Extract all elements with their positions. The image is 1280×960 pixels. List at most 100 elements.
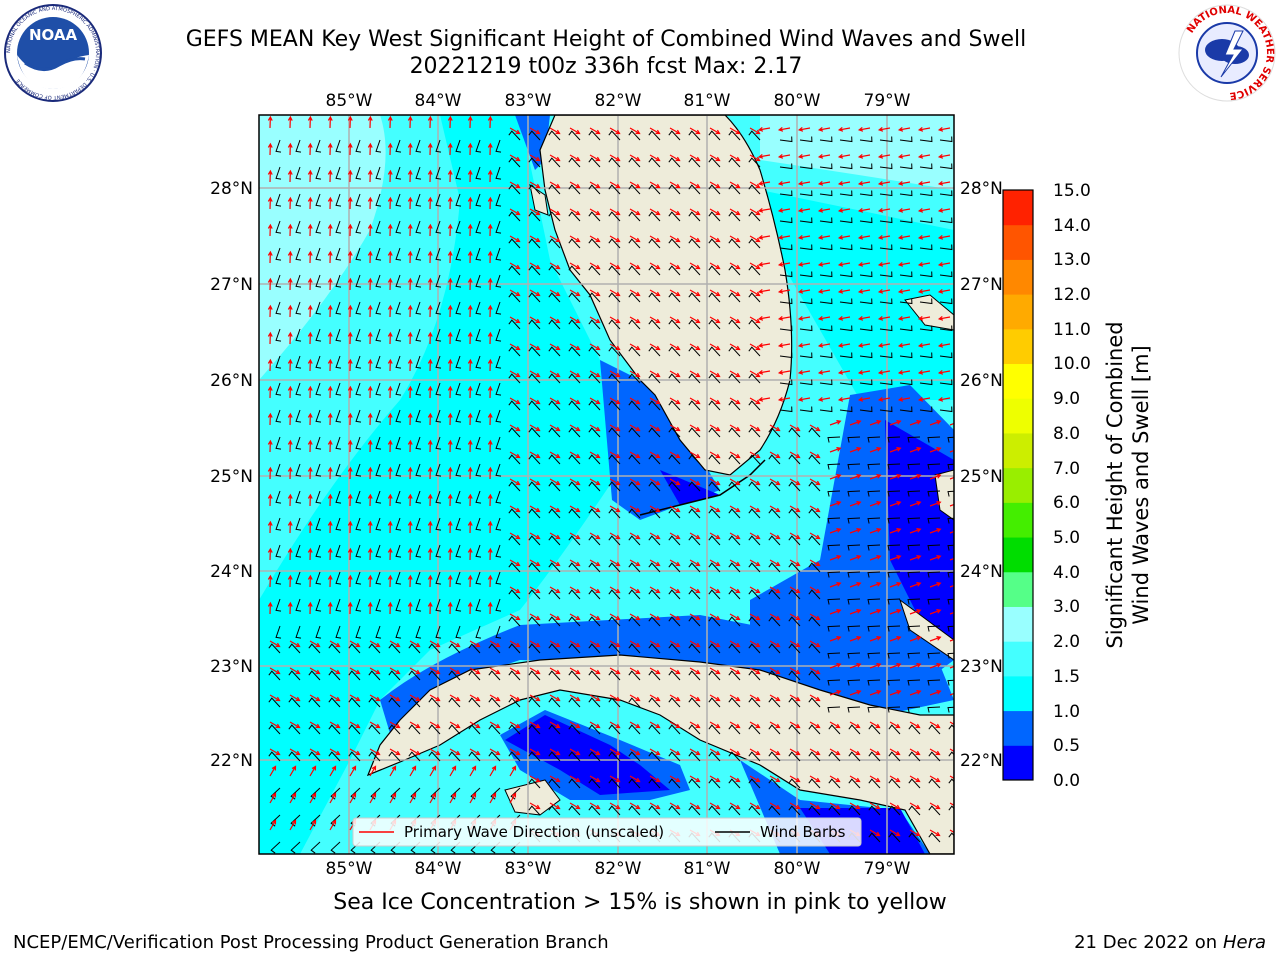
wind-barb	[688, 400, 701, 411]
wind-barb	[868, 832, 881, 843]
wind-barb	[315, 409, 322, 423]
wave-direction-arrow	[387, 304, 393, 318]
wave-direction-arrow	[689, 208, 701, 216]
wind-barb	[395, 301, 402, 315]
wind-barb	[748, 292, 761, 303]
wind-barb	[395, 139, 402, 153]
wind-barb	[788, 778, 801, 789]
wave-direction-arrow	[589, 127, 601, 135]
wave-direction-arrow	[529, 154, 541, 162]
lat-label-left: 27°N	[210, 275, 253, 295]
wave-direction-arrow	[367, 520, 373, 534]
wave-direction-arrow	[709, 235, 721, 243]
wave-direction-arrow	[447, 574, 453, 588]
wind-barb	[648, 400, 661, 411]
wave-direction-arrow	[307, 115, 313, 129]
wave-direction-arrow	[829, 555, 842, 561]
lat-label-right: 24°N	[960, 562, 1003, 582]
wind-barb	[455, 301, 462, 315]
wind-barb	[927, 679, 941, 686]
wind-barb	[887, 652, 901, 659]
lon-label-top: 85°W	[326, 91, 373, 111]
wave-direction-arrow	[327, 439, 333, 453]
wind-barb	[648, 508, 661, 519]
wave-direction-arrow	[949, 611, 954, 615]
lat-label-left: 23°N	[210, 657, 253, 677]
wind-barb	[455, 382, 462, 396]
wind-barb	[608, 184, 621, 195]
wave-direction-arrow	[669, 397, 681, 405]
wave-direction-arrow	[307, 493, 313, 507]
wind-barb	[799, 379, 813, 386]
wind-barb	[470, 787, 481, 800]
lon-label-top: 81°W	[684, 91, 731, 111]
wind-barb	[668, 238, 681, 249]
wave-direction-arrow	[289, 748, 301, 756]
wave-direction-arrow	[609, 262, 621, 270]
wind-barb	[788, 751, 801, 762]
wind-barb	[848, 724, 861, 735]
wave-direction-arrow	[389, 640, 401, 648]
wave-direction-arrow	[589, 613, 601, 621]
wave-direction-arrow	[347, 601, 353, 615]
wave-direction-arrow	[629, 208, 641, 216]
wind-barb	[939, 244, 953, 251]
wave-direction-arrow	[487, 142, 493, 156]
wave-direction-arrow	[629, 721, 641, 729]
wind-barb	[548, 427, 561, 438]
wave-direction-arrow	[449, 721, 461, 729]
wave-direction-arrow	[287, 250, 293, 264]
wave-direction-arrow	[549, 775, 561, 783]
wave-direction-arrow	[869, 721, 881, 729]
wind-barb	[668, 751, 681, 762]
wind-barb	[948, 778, 954, 784]
wind-barb	[799, 217, 813, 224]
wave-direction-arrow	[569, 424, 581, 432]
colorbar-tick: 9.0	[1053, 389, 1080, 409]
wave-direction-arrow	[869, 775, 881, 783]
wind-barb	[568, 157, 581, 168]
wave-direction-arrow	[777, 342, 791, 348]
wave-direction-arrow	[469, 694, 481, 702]
wave-direction-arrow	[569, 208, 581, 216]
wind-barb	[688, 346, 701, 357]
wave-direction-arrow	[307, 520, 313, 534]
wave-direction-arrow	[269, 748, 281, 756]
wave-direction-arrow	[369, 640, 381, 648]
wind-barb	[728, 319, 741, 330]
wind-barb	[947, 490, 954, 497]
wave-direction-arrow	[837, 234, 851, 240]
wave-direction-arrow	[729, 478, 741, 486]
wind-barb	[748, 346, 761, 357]
wind-barb	[395, 517, 402, 531]
wave-direction-arrow	[629, 451, 641, 459]
wind-barb	[388, 724, 401, 735]
wind-barb	[648, 454, 661, 465]
wave-direction-arrow	[329, 721, 341, 729]
wind-barb	[879, 271, 893, 278]
wave-direction-arrow	[797, 342, 811, 348]
wind-barb	[688, 778, 701, 789]
wave-direction-arrow	[549, 451, 561, 459]
wind-barb	[495, 355, 502, 369]
wind-barb	[919, 217, 933, 224]
wave-direction-arrow	[689, 289, 701, 297]
wave-direction-arrow	[609, 316, 621, 324]
wave-direction-arrow	[857, 369, 871, 375]
wave-direction-arrow	[509, 154, 521, 162]
wave-direction-arrow	[809, 667, 821, 675]
wave-direction-arrow	[389, 694, 401, 702]
wave-direction-arrow	[407, 574, 413, 588]
wind-barb	[928, 778, 941, 789]
wave-direction-arrow	[589, 343, 601, 351]
wave-direction-arrow	[689, 613, 701, 621]
wave-direction-arrow	[409, 667, 421, 675]
wave-direction-arrow	[929, 582, 942, 588]
wave-direction-arrow	[889, 690, 902, 696]
wind-barb	[335, 301, 342, 315]
wave-direction-arrow	[877, 315, 891, 321]
wave-direction-arrow	[347, 385, 353, 399]
wind-barb	[528, 319, 541, 330]
wave-direction-arrow	[709, 181, 721, 189]
wave-direction-arrow	[669, 127, 681, 135]
